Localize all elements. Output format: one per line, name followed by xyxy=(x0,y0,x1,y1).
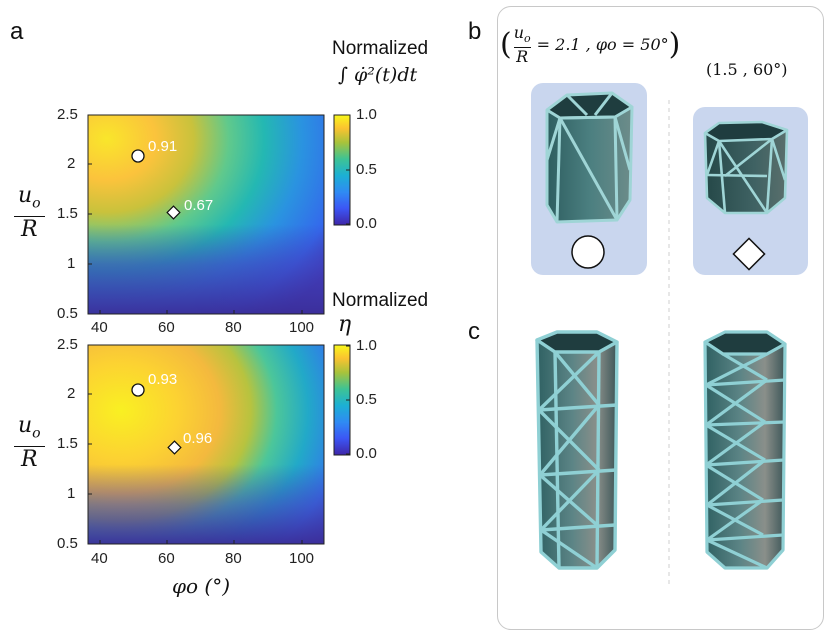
panel-bc-svg xyxy=(531,83,808,585)
cbar-top-tick-2: 0.0 xyxy=(356,215,377,232)
cbar-bottom-tick-0: 1.0 xyxy=(356,337,377,354)
cbar-top-tick-1: 0.5 xyxy=(356,161,377,178)
cbar-top-tick-0: 1.0 xyxy=(356,106,377,123)
ytick-top-1: 2 xyxy=(67,155,76,172)
ytick-bottom-3: 1 xyxy=(67,485,76,502)
annotation-bottom-diamond: 0.96 xyxy=(183,430,213,447)
panel-bc-frame xyxy=(497,6,824,630)
tube-c-right xyxy=(703,330,787,570)
colorbar-bottom-symbol: η xyxy=(338,312,352,337)
panel-label-c: c xyxy=(468,318,480,345)
param-right: (1.5 , 60°) xyxy=(706,60,788,79)
cbar-bottom-tick-2: 0.0 xyxy=(356,445,377,462)
marker-diamond-bottom xyxy=(167,440,182,455)
ytick-bottom-0: 2.5 xyxy=(57,336,78,353)
tile-b-right-diamond-marker xyxy=(732,237,766,271)
heatmap-bottom-yticks xyxy=(88,344,92,545)
heatmap-top-xticks xyxy=(99,310,303,314)
xtick-bottom-1: 60 xyxy=(158,550,175,567)
tube-c-left xyxy=(535,330,619,570)
heatmap-bottom-xticks xyxy=(99,540,303,544)
y-axis-label-top: uo R xyxy=(14,183,45,243)
ytick-top-0: 2.5 xyxy=(57,106,78,123)
marker-circle-bottom xyxy=(131,383,145,397)
colorbar-top-ticks xyxy=(346,114,350,225)
x-axis-label: φo (°) xyxy=(172,574,231,598)
heatmap-bottom-floor xyxy=(88,345,324,544)
param-left: ( uo R = 2.1 , φo = 50° ) xyxy=(500,23,681,67)
xtick-bottom-2: 80 xyxy=(225,550,242,567)
tube-b-left xyxy=(545,91,634,224)
ytick-bottom-2: 1.5 xyxy=(57,435,78,452)
tile-b-left-circle-marker xyxy=(571,235,605,269)
xtick-top-0: 40 xyxy=(91,319,108,336)
colorbar-top-formula: ∫ φ̇²(t)dt xyxy=(338,64,418,86)
marker-circle-top xyxy=(131,149,145,163)
xtick-bottom-3: 100 xyxy=(289,550,315,567)
figure-a-svg xyxy=(87,114,351,545)
heatmap-bottom xyxy=(87,344,325,545)
xtick-bottom-0: 40 xyxy=(91,550,108,567)
annotation-top-diamond: 0.67 xyxy=(184,197,214,214)
cbar-bottom-tick-1: 0.5 xyxy=(356,391,377,408)
panel-label-a: a xyxy=(10,18,24,45)
ytick-top-4: 0.5 xyxy=(57,305,78,322)
xtick-top-1: 60 xyxy=(158,319,175,336)
heatmap-top xyxy=(87,114,325,315)
annotation-top-circle: 0.91 xyxy=(148,138,178,155)
ytick-bottom-1: 2 xyxy=(67,385,76,402)
xtick-top-3: 100 xyxy=(289,319,315,336)
marker-diamond-top xyxy=(166,205,181,220)
ytick-top-2: 1.5 xyxy=(57,205,78,222)
xtick-top-2: 80 xyxy=(225,319,242,336)
colorbar-bottom-title: Normalized xyxy=(332,290,429,311)
annotation-bottom-circle: 0.93 xyxy=(148,371,178,388)
ytick-bottom-4: 0.5 xyxy=(57,535,78,552)
colorbar-bottom-ticks xyxy=(346,345,350,455)
heatmap-top-floor xyxy=(88,115,324,314)
tube-b-right xyxy=(703,120,789,215)
heatmap-top-yticks xyxy=(88,114,92,315)
ytick-top-3: 1 xyxy=(67,255,76,272)
y-axis-label-bottom: uo R xyxy=(14,413,45,473)
colorbar-top-title: Normalized xyxy=(332,38,429,59)
panel-label-b: b xyxy=(468,18,482,45)
